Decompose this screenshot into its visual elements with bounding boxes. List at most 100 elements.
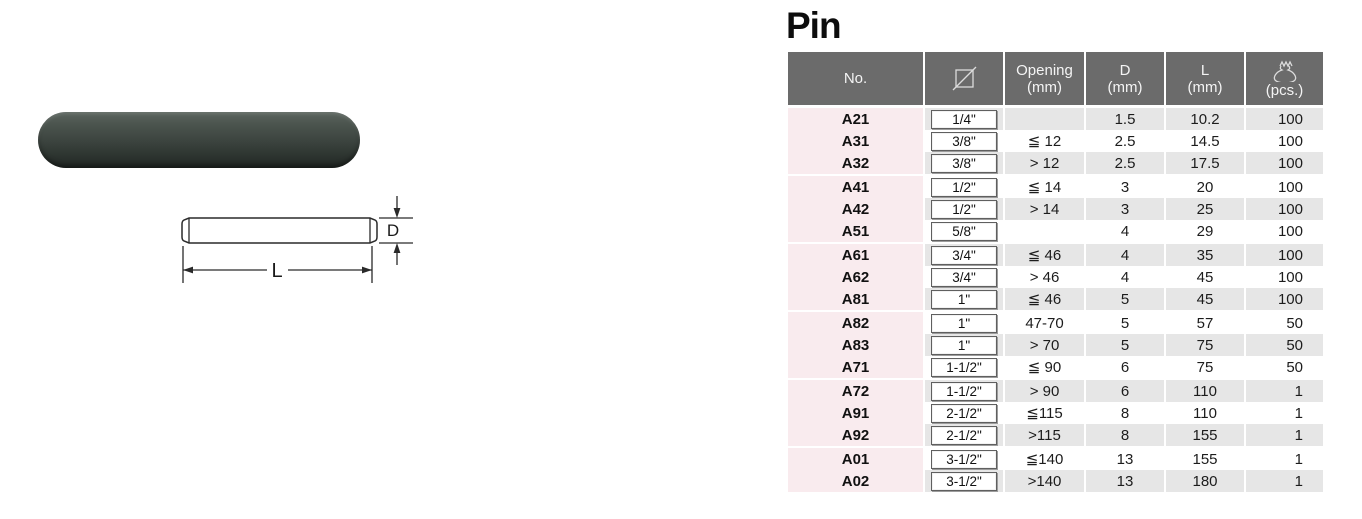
row-drive-size-cell: 3/8" <box>925 152 1003 174</box>
header-d-label: D <box>1119 61 1131 79</box>
row-opening: ≦115 <box>1005 402 1084 424</box>
row-d: 8 <box>1086 424 1164 446</box>
table-row: A91 2-1/2" ≦115 8 110 1 <box>788 402 1323 424</box>
row-no: A51 <box>788 220 923 242</box>
row-l: 17.5 <box>1166 152 1244 174</box>
row-opening: > 90 <box>1005 380 1084 402</box>
drive-size-badge: 3/4" <box>931 245 997 265</box>
row-d: 2.5 <box>1086 130 1164 152</box>
row-pcs: 50 <box>1246 334 1323 356</box>
row-drive-size-cell: 1/4" <box>925 108 1003 130</box>
row-no: A71 <box>788 356 923 378</box>
drive-size-badge: 1" <box>931 335 997 355</box>
pin-product-photo <box>38 112 360 168</box>
table-row: A01 3-1/2" ≦140 13 155 1 <box>788 448 1323 470</box>
table-header-row: No. Opening (mm) D (mm) L (mm) (pcs.) <box>788 52 1323 105</box>
row-opening: > 12 <box>1005 152 1084 174</box>
diagram-l-label: L <box>271 260 282 282</box>
row-d: 5 <box>1086 334 1164 356</box>
row-d: 13 <box>1086 448 1164 470</box>
row-pcs: 100 <box>1246 176 1323 198</box>
row-no: A61 <box>788 244 923 266</box>
row-pcs: 100 <box>1246 220 1323 242</box>
row-opening: 47-70 <box>1005 312 1084 334</box>
drive-size-badge: 1-1/2" <box>931 381 997 401</box>
row-no: A72 <box>788 380 923 402</box>
row-d: 4 <box>1086 266 1164 288</box>
row-opening: > 70 <box>1005 334 1084 356</box>
table-row: A82 1" 47-70 5 57 50 <box>788 312 1323 334</box>
row-d: 13 <box>1086 470 1164 492</box>
row-no: A91 <box>788 402 923 424</box>
square-drive-size-icon <box>952 66 976 91</box>
table-row: A42 1/2" > 14 3 25 100 <box>788 198 1323 220</box>
row-opening: ≦ 12 <box>1005 130 1084 152</box>
row-l: 20 <box>1166 176 1244 198</box>
pin-outline <box>181 217 378 244</box>
row-l: 155 <box>1166 448 1244 470</box>
row-l: 110 <box>1166 402 1244 424</box>
row-opening <box>1005 220 1084 242</box>
row-drive-size-cell: 1-1/2" <box>925 380 1003 402</box>
drive-size-badge: 3-1/2" <box>931 449 997 469</box>
row-drive-size-cell: 1" <box>925 334 1003 356</box>
table-row: A31 3/8" ≦ 12 2.5 14.5 100 <box>788 130 1323 152</box>
header-d: D (mm) <box>1086 52 1164 105</box>
row-no: A01 <box>788 448 923 470</box>
drive-size-badge: 1" <box>931 313 997 333</box>
row-d: 1.5 <box>1086 108 1164 130</box>
row-no: A41 <box>788 176 923 198</box>
row-drive-size-cell: 1-1/2" <box>925 356 1003 378</box>
row-d: 5 <box>1086 288 1164 310</box>
header-pcs-unit: (pcs.) <box>1265 81 1304 99</box>
drive-size-badge: 3-1/2" <box>931 471 997 491</box>
row-l: 45 <box>1166 266 1244 288</box>
row-no: A21 <box>788 108 923 130</box>
row-pcs: 1 <box>1246 424 1323 446</box>
table-body: A21 1/4" 1.5 10.2 100 A31 3/8" ≦ 12 2.5 … <box>788 108 1323 492</box>
table-row: A92 2-1/2" >115 8 155 1 <box>788 424 1323 446</box>
header-opening-label: Opening <box>1016 61 1073 79</box>
row-drive-size-cell: 1/2" <box>925 176 1003 198</box>
row-l: 57 <box>1166 312 1244 334</box>
table-row: A72 1-1/2" > 90 6 110 1 <box>788 380 1323 402</box>
header-pack-qty: (pcs.) <box>1246 52 1323 105</box>
drive-size-badge: 2-1/2" <box>931 425 997 445</box>
row-opening: ≦140 <box>1005 448 1084 470</box>
row-l: 180 <box>1166 470 1244 492</box>
row-d: 6 <box>1086 356 1164 378</box>
row-d: 5 <box>1086 312 1164 334</box>
row-pcs: 100 <box>1246 266 1323 288</box>
row-d: 3 <box>1086 198 1164 220</box>
header-no-label: No. <box>843 70 868 87</box>
row-drive-size-cell: 1/2" <box>925 198 1003 220</box>
row-opening: ≦ 90 <box>1005 356 1084 378</box>
row-pcs: 1 <box>1246 402 1323 424</box>
header-d-unit: (mm) <box>1107 78 1143 96</box>
table-row: A02 3-1/2" >140 13 180 1 <box>788 470 1323 492</box>
table-row: A62 3/4" > 46 4 45 100 <box>788 266 1323 288</box>
table-row: A51 5/8" 4 29 100 <box>788 220 1323 242</box>
row-d: 6 <box>1086 380 1164 402</box>
drive-size-badge: 3/4" <box>931 267 997 287</box>
row-drive-size-cell: 1" <box>925 312 1003 334</box>
row-no: A31 <box>788 130 923 152</box>
row-pcs: 100 <box>1246 130 1323 152</box>
row-no: A02 <box>788 470 923 492</box>
drive-size-badge: 5/8" <box>931 221 997 241</box>
row-drive-size-cell: 5/8" <box>925 220 1003 242</box>
header-opening-unit: (mm) <box>1027 78 1062 96</box>
row-opening: ≦ 46 <box>1005 244 1084 266</box>
row-drive-size-cell: 3/4" <box>925 244 1003 266</box>
page-title: Pin <box>786 5 842 46</box>
row-d: 4 <box>1086 220 1164 242</box>
drive-size-badge: 1/2" <box>931 177 997 197</box>
header-l-unit: (mm) <box>1187 78 1223 96</box>
row-drive-size-cell: 3/8" <box>925 130 1003 152</box>
pin-spec-table: No. Opening (mm) D (mm) L (mm) (pcs.) <box>788 52 1323 492</box>
row-opening: ≦ 46 <box>1005 288 1084 310</box>
row-l: 35 <box>1166 244 1244 266</box>
row-drive-size-cell: 3-1/2" <box>925 448 1003 470</box>
row-l: 110 <box>1166 380 1244 402</box>
diagram-d-label: D <box>387 221 399 240</box>
